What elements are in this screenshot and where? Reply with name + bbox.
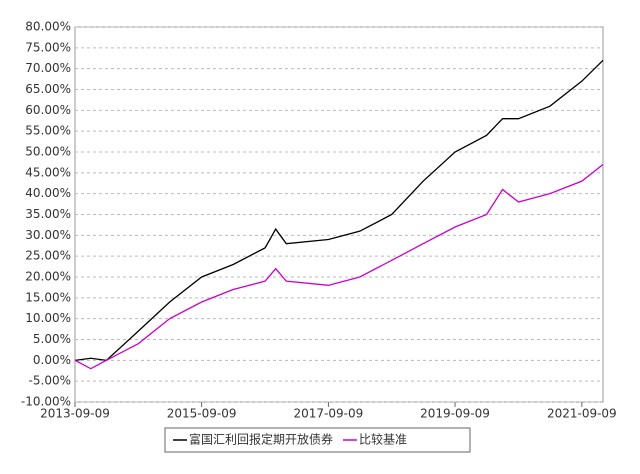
y-tick-label: 0.00%: [33, 353, 71, 367]
legend-label: 比较基准: [359, 432, 407, 447]
y-tick-label: 30.00%: [25, 228, 71, 242]
x-tick-label: 2013-09-09: [40, 407, 110, 421]
legend-label: 富国汇利回报定期开放债券: [189, 432, 333, 447]
y-tick-label: 80.00%: [25, 20, 71, 34]
series-line: [74, 59, 604, 362]
series-line: [74, 163, 604, 370]
y-tick-label: 75.00%: [25, 40, 71, 54]
y-tick-label: 55.00%: [25, 124, 71, 138]
y-tick-label: 60.00%: [25, 103, 71, 117]
y-tick-label: -10.00%: [21, 395, 71, 409]
y-tick-label: 65.00%: [25, 82, 71, 96]
x-tick-label: 2017-09-09: [294, 407, 364, 421]
y-tick-label: 20.00%: [25, 270, 71, 284]
y-tick-label: 50.00%: [25, 145, 71, 159]
y-tick-label: -5.00%: [29, 374, 71, 388]
y-tick-label: 10.00%: [25, 311, 71, 325]
legend-box: [164, 427, 471, 453]
y-tick-label: 45.00%: [25, 165, 71, 179]
y-tick-label: 5.00%: [33, 332, 71, 346]
y-tick-label: 15.00%: [25, 290, 71, 304]
y-tick-label: 70.00%: [25, 61, 71, 75]
y-tick-label: 40.00%: [25, 186, 71, 200]
y-tick-label: 35.00%: [25, 207, 71, 221]
y-tick-label: 25.00%: [25, 249, 71, 263]
x-tick-label: 2015-09-09: [167, 407, 237, 421]
x-tick-label: 2019-09-09: [420, 407, 490, 421]
x-tick-label: 2021-09-09: [547, 407, 617, 421]
